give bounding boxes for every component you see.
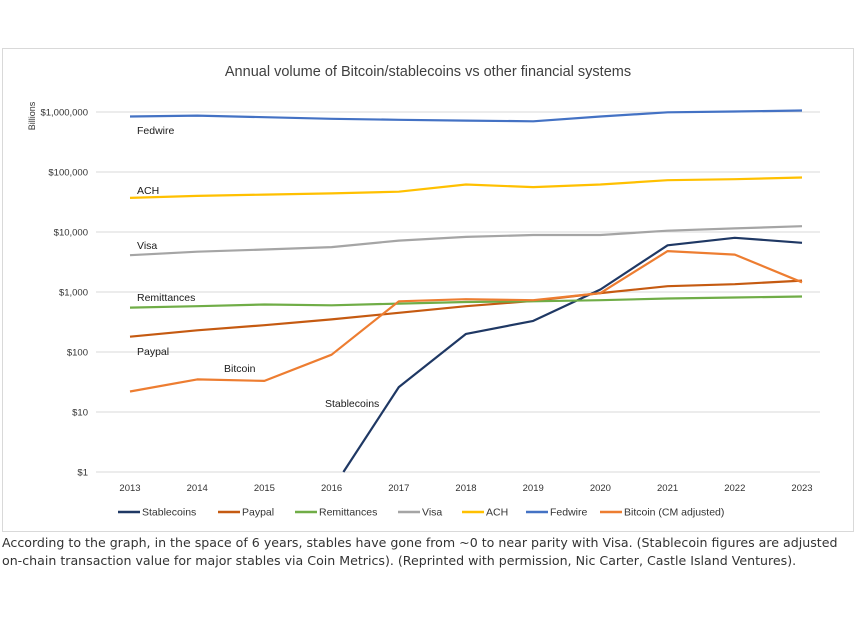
- y-axis-label: Billions: [27, 101, 37, 130]
- legend-item: Fedwire: [526, 507, 588, 519]
- series-line-remittances: [129, 295, 803, 309]
- annotation-label: Remittances: [137, 292, 195, 304]
- x-tick-label: 2016: [321, 483, 342, 494]
- legend-label: Remittances: [319, 507, 377, 519]
- legend: Stablecoins Paypal Remittances Visa ACH Fedwi…: [118, 507, 724, 519]
- series-line-ach: [129, 176, 803, 199]
- series-line-stablecoins: [342, 236, 803, 473]
- x-tick-label: 2017: [388, 483, 409, 494]
- legend-item: Stablecoins: [118, 507, 196, 519]
- annotation-label: ACH: [137, 185, 159, 197]
- y-tick-label: $100,000: [48, 168, 88, 179]
- y-tick-label: $1,000,000: [40, 108, 88, 119]
- x-tick-label: 2023: [791, 483, 812, 494]
- line-chart: Annual volume of Bitcoin/stablecoins vs …: [27, 64, 820, 519]
- series-line-bitcoin-cm-adjusted: [129, 250, 803, 393]
- legend-label: ACH: [486, 507, 508, 519]
- legend-label: Bitcoin (CM adjusted): [624, 507, 724, 519]
- x-tick-label: 2015: [254, 483, 275, 494]
- legend-label: Fedwire: [550, 507, 588, 519]
- x-tick-label: 2018: [455, 483, 476, 494]
- legend-item: Visa: [398, 507, 442, 519]
- legend-item: ACH: [462, 507, 508, 519]
- x-tick-label: 2014: [187, 483, 208, 494]
- figure-caption: According to the graph, in the space of …: [2, 535, 838, 568]
- y-tick-label: $1,000: [59, 288, 88, 299]
- x-tick-labels: 2013 2014 2015 2016 2017 2018 2019 2020 2021 2022…: [119, 483, 812, 494]
- series-line-visa: [129, 225, 803, 257]
- legend-item: Remittances: [295, 507, 377, 519]
- series-line-fedwire: [129, 109, 803, 123]
- y-tick-label: $100: [67, 348, 88, 359]
- x-tick-label: 2019: [523, 483, 544, 494]
- legend-item: Paypal: [218, 507, 274, 519]
- annotation-label: Bitcoin: [224, 363, 256, 375]
- annotation-label: Fedwire: [137, 125, 175, 137]
- x-tick-label: 2020: [590, 483, 611, 494]
- y-tick-labels: $1 $10 $100 $1,000 $10,000 $100,000 $1,000,000: [40, 108, 88, 479]
- annotation-label: Visa: [137, 240, 157, 252]
- annotation-label: Stablecoins: [325, 398, 379, 410]
- legend-label: Paypal: [242, 507, 274, 519]
- y-tick-label: $10: [72, 408, 88, 419]
- annotation-label: Paypal: [137, 346, 169, 358]
- x-tick-label: 2021: [657, 483, 678, 494]
- legend-label: Stablecoins: [142, 507, 196, 519]
- series-lines: [129, 109, 803, 473]
- x-tick-label: 2013: [119, 483, 140, 494]
- chart-frame: [2, 48, 854, 532]
- legend-label: Visa: [422, 507, 442, 519]
- chart-title: Annual volume of Bitcoin/stablecoins vs …: [225, 64, 631, 80]
- y-tick-label: $1: [77, 468, 88, 479]
- gridlines: [96, 111, 820, 473]
- series-annotations: Fedwire ACH Visa Remittances Paypal Bitcoin St…: [137, 125, 379, 410]
- x-tick-label: 2022: [724, 483, 745, 494]
- series-line-paypal: [129, 279, 803, 338]
- legend-item: Bitcoin (CM adjusted): [600, 507, 724, 519]
- y-tick-label: $10,000: [54, 228, 88, 239]
